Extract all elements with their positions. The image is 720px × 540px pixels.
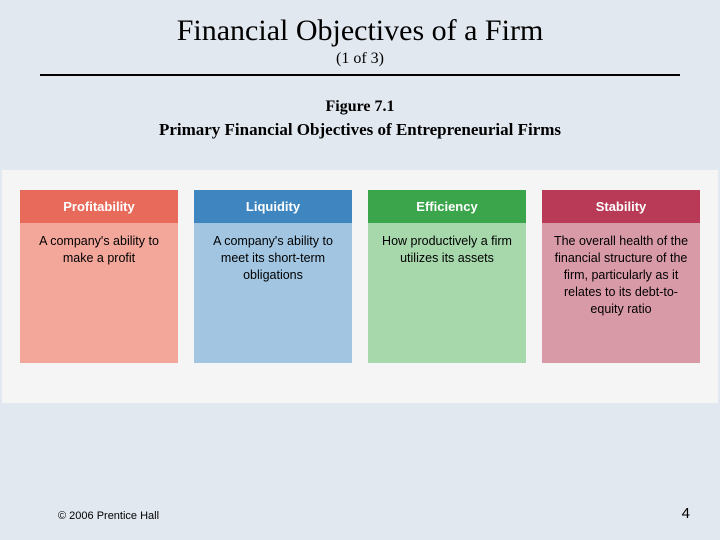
card-body: The overall health of the financial stru… — [542, 223, 700, 363]
card-header: Liquidity — [194, 190, 352, 223]
title-block: Financial Objectives of a Firm (1 of 3) — [0, 0, 720, 68]
divider-rule — [40, 74, 680, 76]
objective-card: LiquidityA company's ability to meet its… — [194, 190, 352, 363]
objectives-diagram: ProfitabilityA company's ability to make… — [2, 170, 718, 403]
card-header: Stability — [542, 190, 700, 223]
footer: © 2006 Prentice Hall 4 — [0, 505, 720, 522]
card-header: Profitability — [20, 190, 178, 223]
card-body: A company's ability to meet its short-te… — [194, 223, 352, 363]
card-body: A company's ability to make a profit — [20, 223, 178, 363]
objective-card: StabilityThe overall health of the finan… — [542, 190, 700, 363]
card-header: Efficiency — [368, 190, 526, 223]
slide-title: Financial Objectives of a Firm — [0, 14, 720, 48]
copyright-text: © 2006 Prentice Hall — [58, 510, 159, 522]
page-number: 4 — [682, 505, 690, 522]
figure-heading: Figure 7.1 Primary Financial Objectives … — [0, 98, 720, 140]
slide-subtitle: (1 of 3) — [0, 50, 720, 68]
figure-caption: Primary Financial Objectives of Entrepre… — [0, 120, 720, 140]
objective-card: ProfitabilityA company's ability to make… — [20, 190, 178, 363]
objective-card: EfficiencyHow productively a firm utiliz… — [368, 190, 526, 363]
figure-number: Figure 7.1 — [0, 98, 720, 116]
card-body: How productively a firm utilizes its ass… — [368, 223, 526, 363]
